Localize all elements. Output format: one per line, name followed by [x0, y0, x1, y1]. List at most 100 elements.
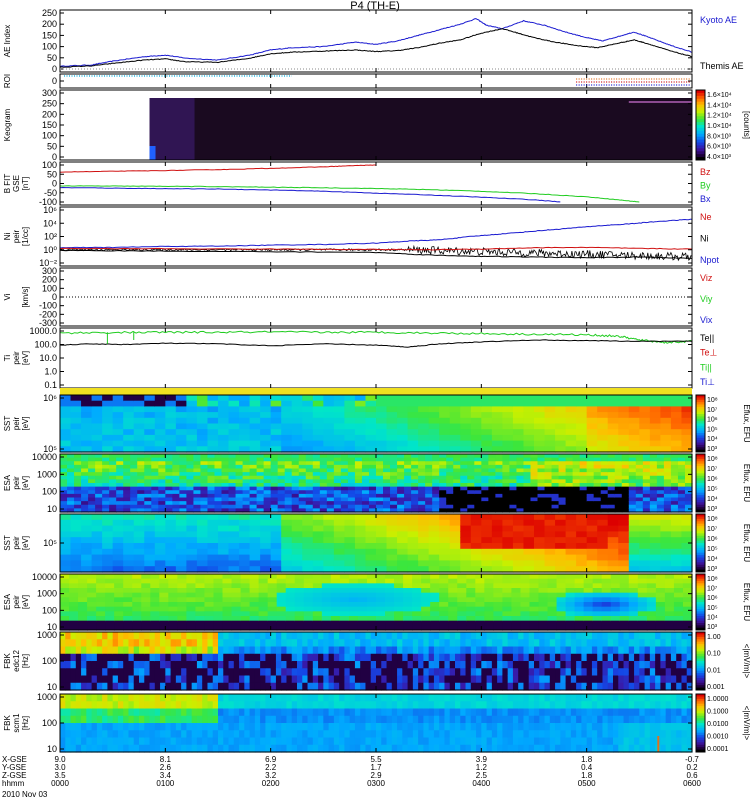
heatmap-cell: [321, 583, 332, 589]
heatmap-cell: [670, 632, 677, 640]
heatmap-cell: [628, 675, 635, 684]
heatmap-cell: [502, 537, 514, 544]
heatmap-cell: [196, 400, 209, 407]
heatmap-cell: [460, 566, 472, 573]
heatmap-cell: [601, 606, 612, 612]
heatmap-cell: [312, 461, 321, 466]
heatmap-cell: [534, 675, 540, 684]
heatmap-cell: [475, 597, 485, 603]
heatmap-cell: [333, 417, 345, 425]
heatmap-cell: [407, 560, 419, 567]
heatmap-cell: [460, 675, 467, 684]
heatmap-cell: [665, 646, 672, 655]
heatmap-cell: [572, 479, 581, 484]
heatmap-cell: [534, 417, 546, 425]
heatmap-cell: [481, 429, 493, 436]
heatmap-cell: [397, 440, 409, 447]
heatmap-cell: [516, 486, 525, 491]
ytick-label-ti: 1.0: [44, 367, 57, 377]
heatmap-cell: [191, 639, 198, 648]
heatmap-cell: [297, 653, 303, 662]
heatmap-cell: [333, 475, 342, 480]
heatmap-cell: [523, 682, 530, 691]
heatmap-cell: [258, 616, 269, 622]
heatmap-cell: [365, 639, 372, 648]
heatmap-cell: [151, 472, 159, 477]
heatmap-cell: [621, 490, 630, 495]
colorbar-cell-esa_e: [696, 509, 705, 513]
heatmap-cell: [239, 632, 245, 640]
heatmap-cell: [270, 661, 277, 669]
heatmap-cell: [544, 493, 553, 499]
heatmap-cell: [186, 497, 195, 502]
heatmap-cell: [102, 475, 110, 480]
heatmap-cell: [270, 483, 279, 488]
heatmap-cell: [391, 653, 398, 662]
heatmap-cell: [333, 400, 345, 407]
heatmap-cell: [112, 519, 124, 527]
heatmap-cell: [544, 423, 556, 430]
colorbar-cell-esa_e: [696, 490, 705, 494]
heatmap-cell: [365, 632, 372, 640]
heatmap-cell: [418, 486, 426, 491]
heatmap-cell: [204, 625, 215, 631]
heatmap-cell: [495, 497, 503, 502]
legend-ae: Kyoto AE: [700, 15, 737, 25]
heatmap-cell: [112, 429, 124, 436]
heatmap-cell: [86, 661, 93, 669]
heatmap-cell: [428, 653, 435, 662]
heatmap-cell: [576, 639, 582, 648]
heatmap-cell: [128, 682, 135, 691]
heatmap-cell: [302, 653, 309, 662]
heatmap-cell: [484, 602, 494, 608]
heatmap-cell: [240, 611, 251, 617]
heatmap-cell: [312, 501, 321, 506]
heatmap-cell: [676, 675, 683, 684]
heatmap-cell: [303, 602, 314, 608]
heatmap-cell: [407, 668, 414, 677]
heatmap-cell: [425, 454, 433, 459]
heatmap-cell: [123, 429, 135, 436]
heatmap-cell: [222, 597, 233, 603]
heatmap-cell: [312, 514, 324, 521]
heatmap-cell: [70, 417, 82, 425]
heatmap-cell: [593, 454, 602, 459]
heatmap-cell: [323, 440, 335, 447]
heatmap-cell: [81, 566, 93, 573]
heatmap-cell: [175, 646, 182, 655]
heatmap-cell: [673, 625, 684, 631]
heatmap-cell: [256, 497, 265, 502]
heatmap-cell: [263, 475, 272, 480]
heatmap-cell: [175, 406, 187, 413]
heatmap-cell: [628, 461, 637, 466]
heatmap-cell: [65, 682, 72, 691]
heatmap-cell: [660, 446, 672, 453]
heatmap-cell: [453, 497, 461, 502]
heatmap-cell: [228, 525, 240, 532]
colorbar-cell-sst_e: [696, 395, 705, 398]
heatmap-cell: [439, 583, 449, 589]
heatmap-cell: [407, 682, 414, 691]
heatmap-cell: [249, 417, 261, 425]
heatmap-cell: [368, 493, 377, 499]
colorbar-cell-sst_i: [696, 516, 705, 520]
heatmap-cell: [204, 602, 215, 608]
heatmap-cell: [635, 461, 644, 466]
heatmap-cell: [181, 675, 187, 684]
heatmap-cell: [213, 616, 224, 622]
heatmap-cell: [660, 661, 667, 669]
heatmap-cell: [207, 537, 219, 544]
heatmap-cell: [623, 668, 630, 677]
ylabel-bfit: B FIT: [3, 174, 12, 194]
heatmap-cell: [583, 578, 594, 584]
heatmap-cell: [228, 440, 240, 447]
heatmap-cell: [291, 646, 298, 655]
heatmap-cell: [523, 406, 535, 413]
heatmap-cell: [91, 537, 103, 544]
heatmap-cell: [425, 461, 433, 466]
heatmap-cell: [484, 606, 494, 612]
heatmap-cell: [586, 406, 598, 413]
heatmap-cell: [357, 574, 368, 580]
heatmap-cell: [116, 475, 124, 480]
heatmap-cell: [407, 429, 419, 436]
